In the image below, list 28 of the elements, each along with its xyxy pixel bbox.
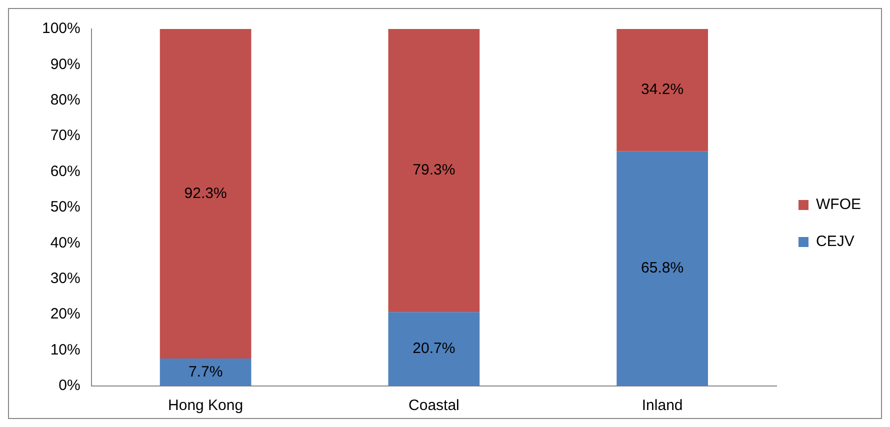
x-tick-label: Inland [642,397,683,414]
y-tick-label: 100% [42,20,80,38]
y-tick-label: 70% [50,127,80,144]
data-label: 92.3% [184,184,227,202]
data-label: 7.7% [188,363,223,380]
data-label: 79.3% [412,162,456,179]
y-tick-label: 90% [50,56,80,73]
bar [616,29,708,152]
bar [616,151,708,386]
x-tick-label: Hong Kong [168,397,244,414]
y-tick-label: 30% [50,270,80,288]
y-tick-label: 20% [50,306,80,323]
legend-label: CEJV [816,233,854,250]
y-tick-label: 10% [50,341,80,358]
bar [160,358,252,386]
data-label: 34.2% [641,81,684,98]
legend-label: WFOE [816,196,862,214]
x-tick-label: Coastal [408,397,460,414]
data-label: 20.7% [412,340,456,358]
y-tick-label: 0% [58,377,80,394]
y-tick-label: 80% [50,92,80,109]
y-tick-label: 50% [50,198,80,216]
data-label: 65.8% [641,260,684,277]
bar [388,312,480,386]
bar [388,29,480,312]
bar [160,29,252,359]
y-tick-label: 40% [50,234,80,252]
y-tick-label: 60% [50,162,80,180]
